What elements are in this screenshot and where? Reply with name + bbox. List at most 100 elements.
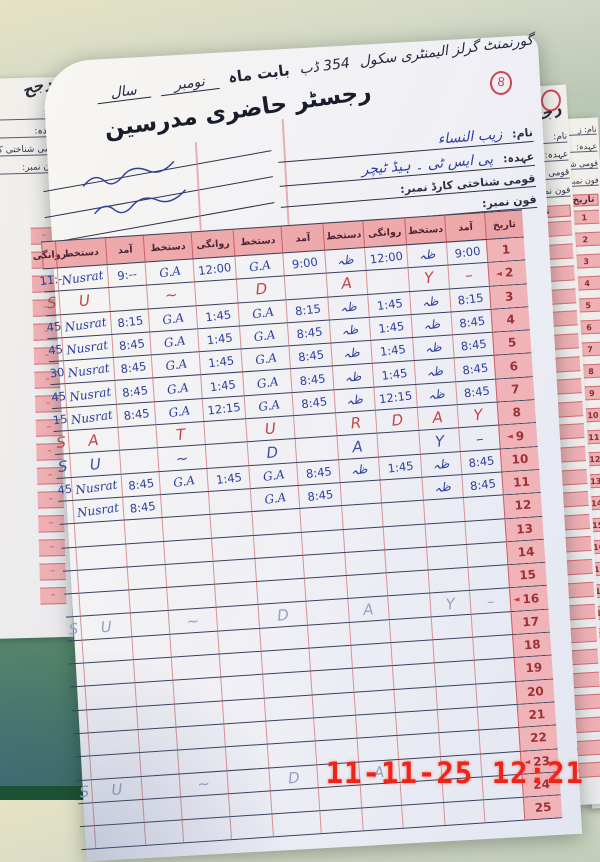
cell-entry: G.A: [172, 472, 196, 490]
cell-entry: Nusrat: [70, 407, 115, 428]
cell-entry: S: [57, 456, 69, 476]
table-cell: 8:45: [111, 332, 151, 358]
date-number: 10: [511, 451, 529, 467]
table-cell: A: [416, 405, 459, 431]
table-cell: 9:00: [445, 239, 488, 265]
table-cell: [129, 611, 170, 637]
table-cell: Nusrat: [56, 265, 109, 291]
red-arrow-marker: ◄: [513, 594, 520, 605]
table-cell: [475, 681, 517, 707]
red-arrow-marker: ◄: [495, 268, 503, 279]
table-cell: 1:45: [368, 315, 413, 341]
table-cell: [345, 573, 388, 599]
table-cell: 12:15: [373, 384, 417, 410]
table-cell: G.A: [234, 253, 284, 279]
table-cell: [119, 448, 159, 474]
cell-entry: R: [350, 413, 363, 433]
table-cell: [342, 527, 385, 552]
cell-entry: G.A: [255, 373, 279, 391]
table-cell: G.A: [242, 369, 292, 396]
table-cell: –: [469, 588, 511, 614]
table-cell: [78, 590, 130, 617]
table-cell: [466, 542, 508, 568]
cell-entry: G.A: [251, 304, 275, 322]
table-cell: ظہ: [327, 294, 369, 320]
table-cell: Nusrat: [64, 381, 116, 407]
cell-entry: –: [474, 429, 485, 448]
date-cell: 25: [522, 795, 563, 821]
cell-entry: 9:00: [453, 243, 481, 261]
table-cell: 8:45: [288, 343, 332, 369]
cell-entry: 9:--: [116, 266, 138, 284]
table-cell: [376, 431, 420, 457]
table-cell: 8:45: [450, 309, 492, 335]
table-cell: [224, 744, 269, 770]
table-cell: [393, 686, 437, 712]
table-cell: G.A: [152, 375, 202, 402]
table-cell: Nusrat: [61, 334, 113, 361]
cell-entry: 1:45: [205, 330, 233, 348]
cell-entry: 8:45: [306, 487, 334, 505]
cell-entry: 45: [47, 341, 64, 358]
date-cell: 15: [507, 562, 547, 588]
table-cell: [260, 648, 311, 675]
cell-entry: –: [485, 591, 495, 611]
date-number: 19: [525, 660, 543, 676]
date-cell: 17: [510, 609, 550, 635]
date-cell: 4: [490, 307, 530, 332]
table-cell: 8:15: [285, 297, 329, 323]
table-cell: [252, 532, 303, 558]
table-cell: [140, 774, 181, 799]
attendance-table: روانگی دستخط آمد دستخط روانگی دستخط آمد دستخط رو…: [32, 209, 563, 851]
table-cell: G.A: [147, 305, 198, 332]
table-cell: Y: [429, 591, 471, 617]
table-cell: [125, 541, 165, 567]
table-cell: [401, 803, 445, 829]
table-cell: [173, 701, 224, 727]
year-label: سال: [95, 80, 152, 105]
table-cell: [169, 631, 219, 657]
cell-entry: S: [78, 782, 91, 801]
cell-entry: 45: [56, 481, 73, 498]
table-cell: [478, 728, 520, 754]
cell-entry: 1:45: [378, 342, 407, 360]
cell-entry: ظہ: [340, 322, 360, 339]
cell-entry: G.A: [247, 257, 272, 275]
table-cell: 9:00: [282, 250, 326, 276]
table-cell: [63, 571, 78, 594]
table-cell: 12:00: [192, 256, 236, 282]
cell-entry: 8:45: [122, 405, 150, 423]
table-cell: [87, 730, 140, 756]
table-cell: [467, 565, 509, 591]
table-cell: G.A: [248, 462, 298, 489]
table-cell: [308, 645, 352, 671]
table-cell: [424, 521, 466, 547]
column-header: آمد: [280, 223, 325, 253]
table-cell: 8:45: [459, 449, 502, 475]
date-cell: 19: [513, 655, 554, 681]
table-cell: [71, 687, 86, 710]
cell-entry: U: [264, 419, 277, 439]
cell-entry: A: [87, 431, 100, 451]
table-cell: [93, 823, 146, 849]
cell-entry: Nusrat: [68, 384, 113, 404]
cell-entry: 1:45: [380, 365, 408, 383]
cell-entry: Y: [434, 431, 446, 451]
table-cell: [160, 491, 210, 518]
table-cell: U: [79, 613, 132, 640]
table-cell: [128, 588, 168, 613]
cell-entry: U: [88, 454, 102, 474]
table-cell: 1:45: [200, 372, 244, 398]
cell-entry: Y: [423, 268, 435, 288]
cell-entry: ظہ: [339, 298, 358, 316]
table-cell: G.A: [153, 398, 204, 425]
date-cell: 10: [499, 446, 540, 472]
table-cell: [134, 681, 174, 706]
table-cell: [259, 625, 309, 651]
table-cell: [432, 637, 474, 663]
cell-entry: ظہ: [425, 363, 445, 380]
table-cell: [263, 695, 314, 721]
date-cell: 3: [488, 283, 529, 309]
table-cell: [84, 683, 136, 710]
table-cell: [211, 535, 255, 561]
